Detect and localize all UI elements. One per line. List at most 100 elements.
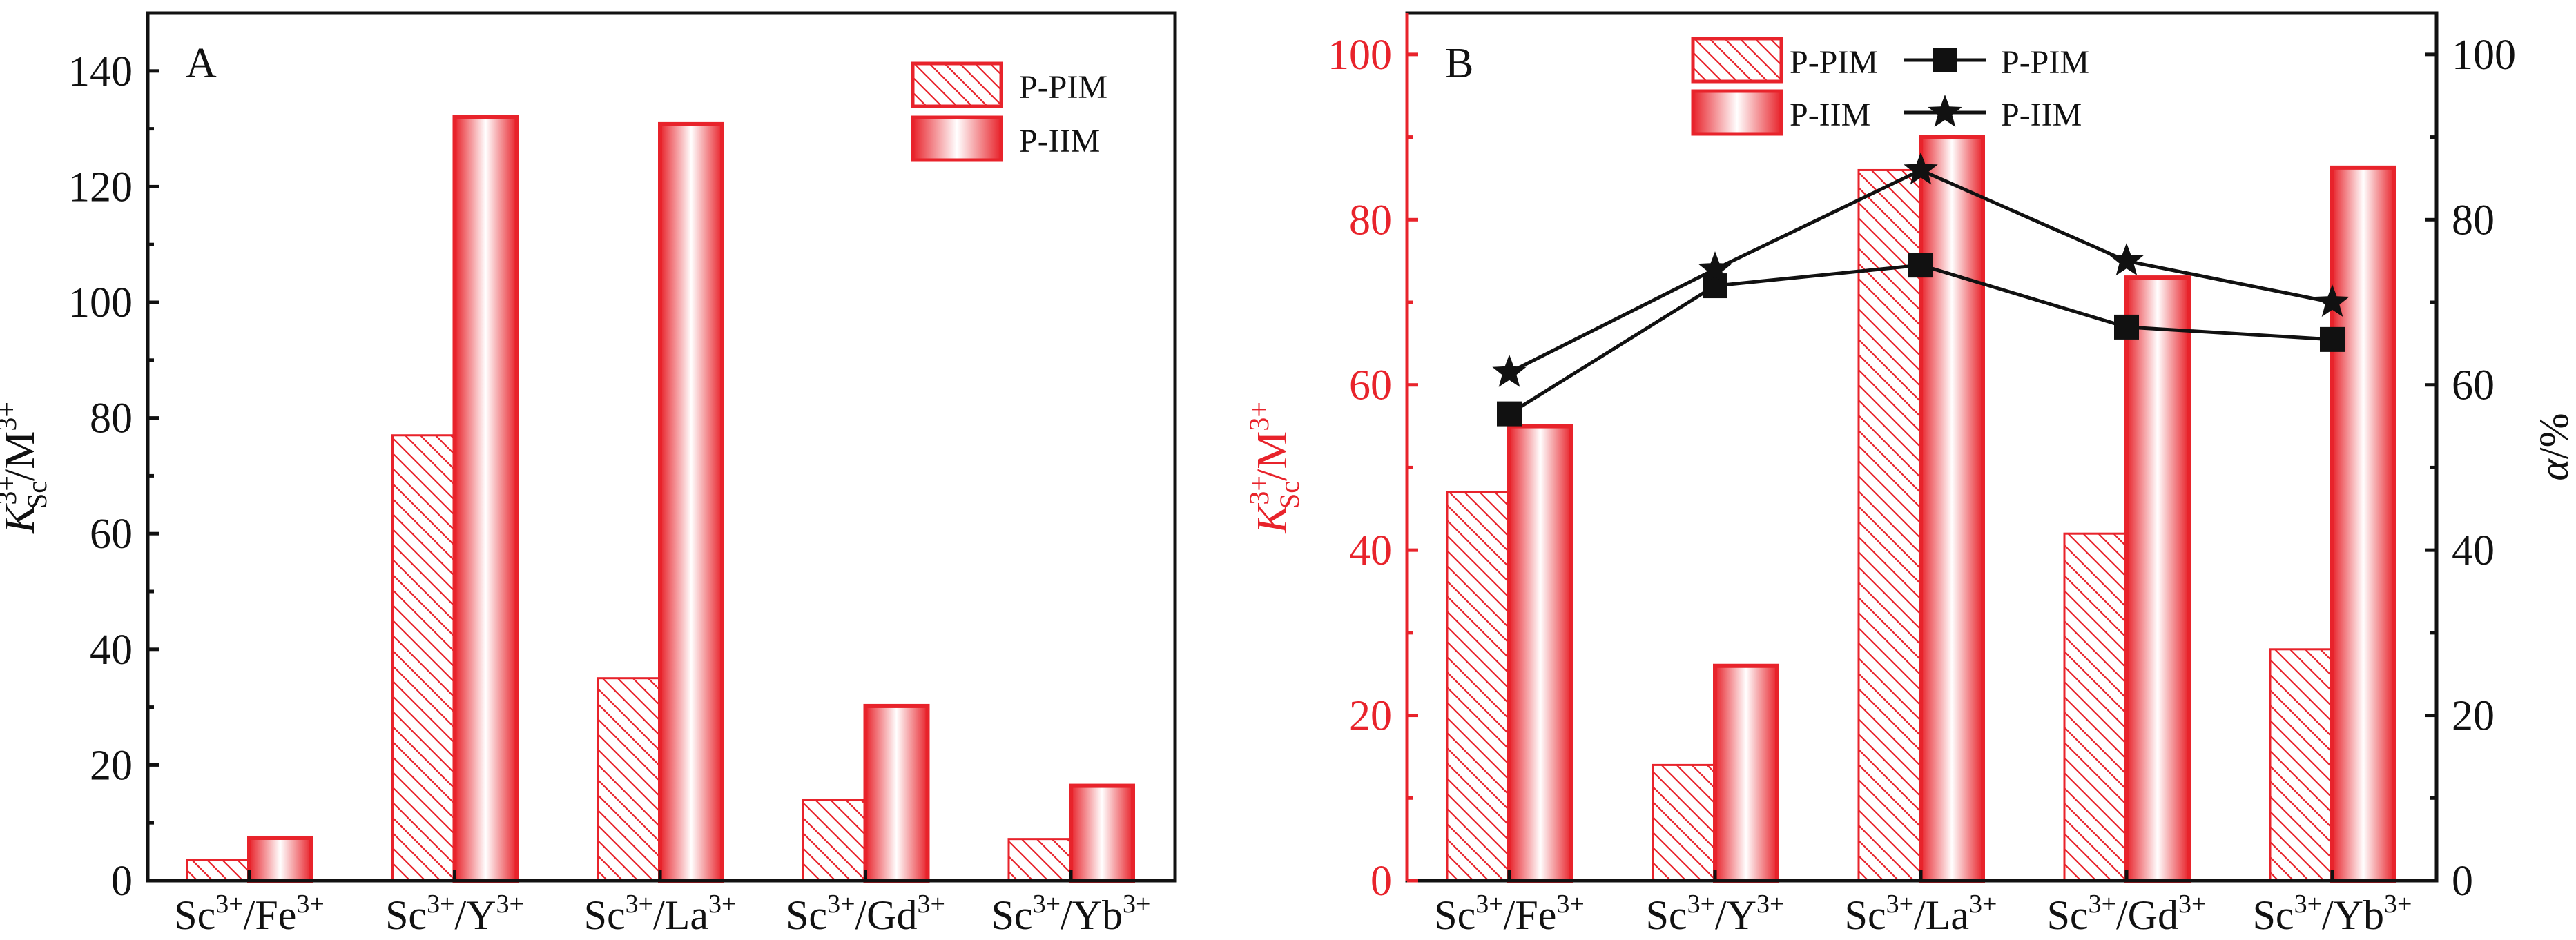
y-tick-label: 0: [1371, 858, 1392, 905]
bar-p-iim-2: [658, 121, 724, 883]
y2-tick-label: 100: [2452, 32, 2516, 79]
y-label-sup: 3+: [0, 476, 22, 505]
panel-label: A: [186, 40, 217, 87]
x-label-sup: 3+: [1886, 890, 1914, 919]
y-tick-label: 120: [68, 164, 133, 210]
y-tick-label: 40: [90, 627, 133, 674]
y-axis-label: K3+Sc/M3+: [1243, 402, 1305, 534]
x-label-other: /Fe: [1504, 892, 1557, 938]
x-label-sup: 3+: [1123, 890, 1150, 919]
x-label-sup: 3+: [496, 890, 524, 919]
x-label-sup: 3+: [2089, 890, 2116, 919]
bar-p-iim-0: [1507, 424, 1573, 883]
x-label-sup: 3+: [2178, 890, 2206, 919]
y-label-rest: /M: [0, 431, 43, 481]
bar-p-iim-1: [452, 115, 519, 883]
y-tick-label: 40: [1349, 527, 1392, 574]
x-label-ion: Sc: [786, 892, 827, 938]
bar-p-pim-1: [1652, 763, 1716, 882]
y-label-symbol: K: [0, 502, 43, 534]
x-label-sup: 3+: [296, 890, 324, 919]
bar-p-iim-4: [2330, 165, 2396, 883]
x-tick-label: Sc3+/Gd3+: [786, 890, 945, 938]
y-tick-label: 80: [90, 395, 133, 442]
x-label-other: /Gd: [2116, 892, 2178, 938]
x-tick-label: Sc3+/Fe3+: [174, 890, 325, 938]
x-tick-label: Sc3+/Y3+: [1646, 890, 1785, 938]
y-label-sup: 3+: [1243, 402, 1275, 431]
bar-p-pim-0: [186, 859, 251, 882]
marker-star-4: [2315, 284, 2350, 317]
bar-p-pim-1: [391, 434, 456, 882]
legend-label: P-PIM: [2001, 44, 2089, 81]
bar-p-pim-4: [2269, 648, 2334, 882]
bar-p-iim-0: [247, 835, 313, 883]
legend-label: P-IIM: [2001, 97, 2082, 133]
marker-star-3: [2109, 243, 2144, 276]
x-label-other: /Gd: [855, 892, 918, 938]
y-tick-label: 100: [68, 280, 133, 326]
legend-swatch-hatched: [911, 61, 1003, 108]
y2-tick-label: 40: [2452, 527, 2495, 574]
x-label-sup: 3+: [918, 890, 945, 919]
x-label-ion: Sc: [1434, 892, 1475, 938]
x-label-other: /Yb: [2322, 892, 2384, 938]
y-tick-label: 80: [1349, 197, 1392, 244]
x-tick-label: Sc3+/La3+: [584, 890, 737, 938]
y-tick-label: 140: [68, 48, 133, 95]
marker-square-4: [2320, 326, 2345, 352]
legend-marker-star: [1928, 95, 1962, 127]
x-label-sup: 3+: [2384, 890, 2412, 919]
x-label-sup: 3+: [1556, 890, 1584, 919]
y-tick-label: 60: [1349, 362, 1392, 409]
marker-square-3: [2114, 314, 2139, 340]
x-label-ion: Sc: [991, 892, 1033, 938]
bar-p-iim-4: [1069, 783, 1135, 883]
x-label-sup: 3+: [1475, 890, 1503, 919]
legend-swatch-gradient: [1691, 89, 1783, 136]
y-label-sup: 3+: [0, 402, 22, 431]
x-label-ion: Sc: [1646, 892, 1687, 938]
bar-p-pim-3: [802, 799, 866, 882]
x-label-sup: 3+: [2294, 890, 2322, 919]
marker-star-1: [1698, 251, 1732, 284]
y2-label-symbol: α: [2531, 458, 2576, 481]
x-label-other: /Yb: [1061, 892, 1123, 938]
legend-label: P-IIM: [1019, 123, 1100, 159]
y-label-symbol: K: [1249, 502, 1296, 534]
y2-label-unit: /%: [2531, 413, 2576, 459]
legend-label: P-PIM: [1019, 69, 1107, 106]
x-label-sup: 3+: [626, 890, 653, 919]
x-label-sup: 3+: [827, 890, 855, 919]
marker-square-0: [1497, 401, 1522, 427]
bar-p-iim-2: [1919, 135, 1985, 883]
legend-swatch-hatched: [1691, 37, 1783, 84]
bar-p-iim-1: [1713, 663, 1779, 883]
x-tick-label: Sc3+/Yb3+: [991, 890, 1151, 938]
bar-p-iim-3: [863, 703, 930, 883]
x-label-sup: 3+: [215, 890, 243, 919]
x-label-sup: 3+: [1033, 890, 1061, 919]
y2-tick-label: 60: [2452, 362, 2495, 409]
y-label-sub: Sc: [21, 481, 52, 509]
x-label-other: /Fe: [244, 892, 297, 938]
x-label-other: /Y: [455, 892, 496, 938]
y-tick-label: 0: [111, 858, 133, 905]
x-label-sup: 3+: [1969, 890, 1997, 919]
bar-p-iim-3: [2124, 275, 2191, 883]
x-label-other: /La: [1914, 892, 1969, 938]
legend-marker-square: [1933, 48, 1957, 72]
x-label-ion: Sc: [1845, 892, 1886, 938]
y2-tick-label: 0: [2452, 858, 2473, 905]
x-tick-label: Sc3+/Fe3+: [1434, 890, 1585, 938]
y-axis-label: K3+Sc/M3+: [0, 402, 52, 534]
bar-p-pim-3: [2063, 532, 2128, 882]
y-tick-label: 100: [1328, 32, 1392, 79]
x-label-ion: Sc: [2047, 892, 2089, 938]
x-label-ion: Sc: [2253, 892, 2294, 938]
x-label-ion: Sc: [385, 892, 427, 938]
y-label-sub: Sc: [1274, 481, 1305, 509]
